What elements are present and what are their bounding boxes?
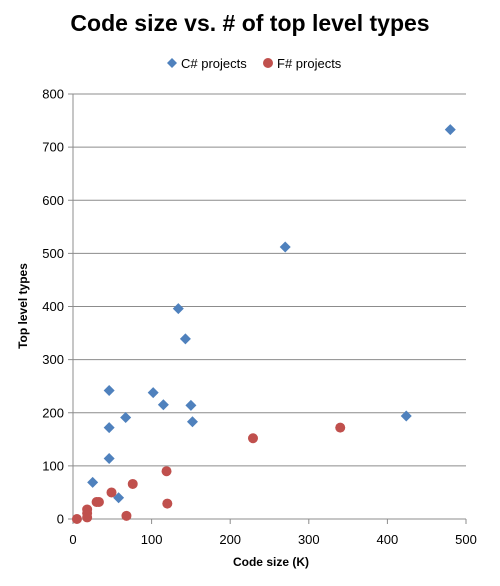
legend-marker-fsharp bbox=[263, 58, 273, 68]
y-tick-label: 600 bbox=[42, 193, 64, 208]
y-tick-labels: 0 100 200 300 400 500 600 700 800 bbox=[42, 87, 64, 527]
y-tick-label: 300 bbox=[42, 352, 64, 367]
point-csharp bbox=[172, 303, 184, 315]
point-csharp bbox=[103, 452, 115, 464]
x-axis-title: Code size (K) bbox=[233, 555, 309, 569]
data-points bbox=[71, 124, 456, 524]
point-fsharp bbox=[247, 433, 258, 444]
point-fsharp bbox=[161, 466, 172, 477]
point-fsharp bbox=[71, 514, 82, 524]
point-csharp bbox=[113, 492, 125, 504]
point-fsharp bbox=[82, 504, 93, 515]
point-csharp bbox=[179, 333, 191, 345]
x-tick-label: 400 bbox=[377, 532, 399, 547]
point-csharp bbox=[147, 387, 159, 399]
point-csharp bbox=[103, 384, 115, 396]
legend-marker-csharp bbox=[167, 58, 177, 68]
point-fsharp bbox=[127, 478, 138, 489]
point-csharp bbox=[120, 412, 132, 424]
x-tick-label: 0 bbox=[69, 532, 76, 547]
point-fsharp bbox=[106, 487, 117, 498]
y-tick-label: 800 bbox=[42, 87, 64, 102]
x-tick-labels: 0 100 200 300 400 500 bbox=[69, 532, 476, 547]
x-tick-label: 500 bbox=[455, 532, 477, 547]
y-tick-label: 700 bbox=[42, 140, 64, 155]
point-fsharp bbox=[121, 510, 132, 521]
point-csharp bbox=[157, 399, 169, 411]
x-tick-label: 100 bbox=[141, 532, 163, 547]
point-csharp bbox=[103, 422, 115, 434]
legend-label-csharp: C# projects bbox=[181, 56, 247, 71]
point-fsharp bbox=[162, 498, 173, 509]
gridlines bbox=[73, 93, 466, 467]
point-fsharp bbox=[93, 497, 104, 507]
y-tick-label: 500 bbox=[42, 246, 64, 261]
y-axis-title: Top level types bbox=[16, 263, 30, 349]
point-csharp bbox=[87, 476, 99, 488]
point-csharp bbox=[185, 399, 197, 411]
point-csharp bbox=[444, 124, 456, 136]
y-tick-label: 400 bbox=[42, 299, 64, 314]
point-csharp bbox=[400, 410, 412, 422]
axes bbox=[68, 93, 467, 524]
x-tick-label: 200 bbox=[219, 532, 241, 547]
point-fsharp bbox=[335, 422, 346, 433]
y-tick-label: 200 bbox=[42, 405, 64, 420]
legend: C# projects F# projects bbox=[167, 56, 342, 71]
y-tick-label: 0 bbox=[57, 512, 64, 527]
chart-title: Code size vs. # of top level types bbox=[70, 10, 429, 36]
x-tick-label: 300 bbox=[298, 532, 320, 547]
y-tick-label: 100 bbox=[42, 458, 64, 473]
legend-label-fsharp: F# projects bbox=[277, 56, 342, 71]
point-csharp bbox=[186, 416, 198, 428]
point-csharp bbox=[279, 241, 291, 253]
